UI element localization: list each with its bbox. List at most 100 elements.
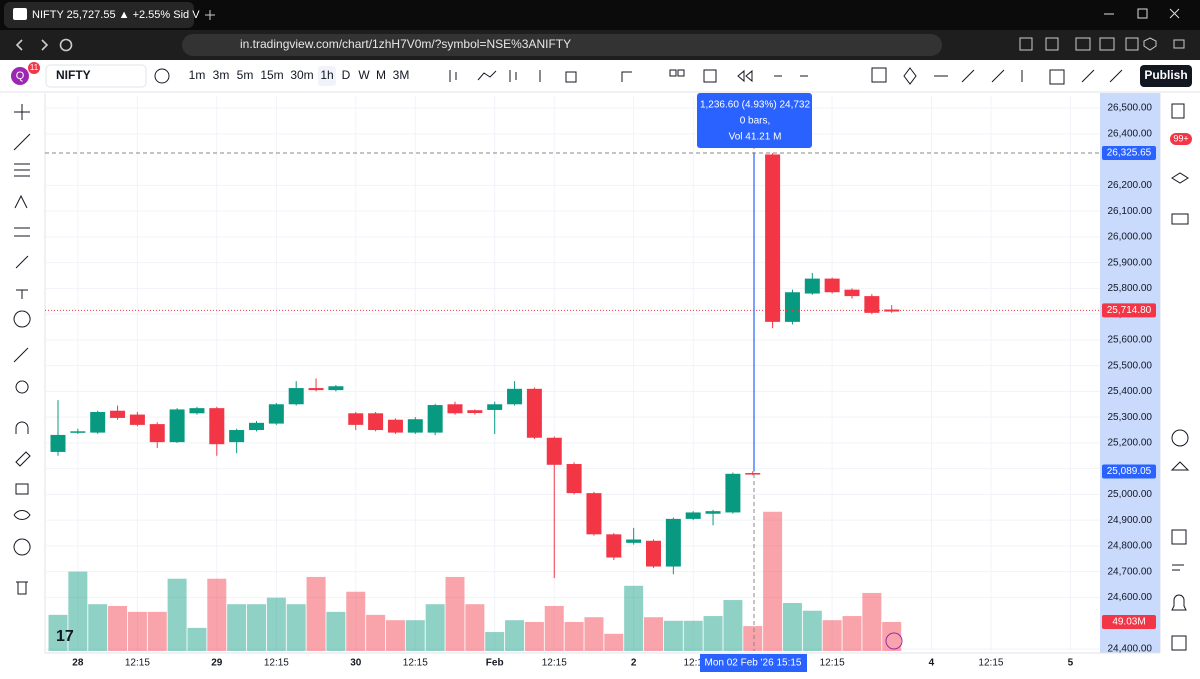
volume-bar (147, 611, 167, 651)
x-tick-label: 12:15 (125, 658, 150, 669)
volume-bar (862, 592, 882, 651)
tab-bar (0, 0, 1200, 30)
chart-toolbar (0, 60, 1200, 92)
url: in.tradingview.com/chart/1zhH7V0m/?symbo… (240, 37, 571, 51)
volume-bar (842, 616, 862, 651)
candle-body (90, 412, 106, 433)
volume-bar (127, 611, 147, 651)
candle-body (844, 289, 860, 297)
price-tag-label: 25,714.80 (1107, 305, 1152, 316)
avatar[interactable] (11, 67, 29, 85)
candle-body (864, 296, 880, 313)
x-tick-label: 12:15 (403, 658, 428, 669)
y-tick-label: 24,800.00 (1108, 541, 1153, 552)
sidebar-badge-count: 99+ (1173, 133, 1188, 143)
candle-body (328, 386, 344, 391)
interval[interactable]: 3m (213, 68, 230, 82)
publish-button[interactable] (1140, 65, 1192, 87)
volume-bar (366, 614, 386, 651)
url-field[interactable] (182, 34, 942, 56)
interval[interactable]: 3M (393, 68, 410, 82)
y-tick-label: 25,000.00 (1108, 489, 1153, 500)
symbol: NIFTY (56, 68, 91, 82)
interval[interactable]: M (376, 68, 386, 82)
candle-body (765, 154, 781, 322)
left-toolbar (0, 93, 45, 653)
reload[interactable] (59, 38, 73, 52)
tooltip-line: 1,236.60 (4.93%) 24,732 (700, 100, 811, 111)
candle-body (606, 534, 622, 558)
tab-icon (13, 8, 27, 20)
volume-bar (703, 616, 723, 651)
interval[interactable]: D (342, 68, 351, 82)
toolbar-icons[interactable] (449, 67, 1123, 85)
price-tag-label: 26,325.65 (1107, 148, 1152, 159)
volume-bar (743, 626, 763, 651)
candle-body (110, 410, 126, 418)
browser-icons[interactable] (1019, 37, 1185, 51)
candle-body (50, 434, 66, 452)
alert-icon[interactable] (885, 632, 903, 650)
drawing-tools[interactable] (13, 104, 31, 595)
volume-bar (48, 614, 68, 651)
candle-body (725, 473, 741, 513)
price-axis (1100, 93, 1160, 653)
y-tick-label: 24,400.00 (1108, 644, 1153, 655)
volume-bar (326, 611, 346, 651)
candle-body (824, 278, 840, 293)
x-tick-label: 28 (72, 658, 84, 669)
candle-body (507, 388, 523, 405)
volume-bar (286, 604, 306, 651)
new-tab[interactable] (205, 10, 215, 20)
y-tick-label: 25,500.00 (1108, 360, 1153, 371)
y-tick-label: 25,300.00 (1108, 412, 1153, 423)
interval[interactable]: 1m (189, 68, 206, 82)
volume-bar (505, 620, 525, 651)
price-tag (1102, 464, 1156, 479)
interval[interactable]: 1h (320, 68, 333, 82)
x-tick-label: 12:15 (978, 658, 1003, 669)
tab[interactable] (4, 2, 194, 28)
window-controls[interactable] (1104, 8, 1180, 19)
logo: 17 (56, 628, 74, 645)
candle-body (229, 430, 245, 443)
candle-body (149, 424, 165, 443)
y-tick-label: 25,600.00 (1108, 335, 1153, 346)
interval[interactable]: 5m (237, 68, 254, 82)
volume-bar (207, 578, 227, 651)
volume-bar (465, 604, 485, 651)
interval[interactable]: 15m (260, 68, 283, 82)
volume-bar (564, 621, 584, 651)
candle-body (804, 278, 820, 294)
candle-body (685, 512, 701, 519)
candle-body (705, 511, 721, 514)
y-tick-label: 26,500.00 (1108, 103, 1153, 114)
price-tag-label: 25,089.05 (1107, 466, 1152, 477)
volume-bar (247, 604, 266, 651)
badge (28, 62, 40, 74)
interval[interactable]: W (358, 68, 370, 82)
volume-bar (167, 578, 187, 651)
volume-bar (385, 620, 405, 651)
y-tick-label: 26,400.00 (1108, 128, 1153, 139)
symbol-field[interactable] (45, 64, 147, 88)
volume-bar (485, 632, 505, 651)
compare[interactable] (154, 68, 170, 84)
y-tick-label: 25,900.00 (1108, 257, 1153, 268)
candle-body (288, 388, 304, 405)
x-tick-label: 30 (350, 658, 362, 669)
sidebar-icons[interactable] (1170, 103, 1190, 651)
candle-body (308, 388, 324, 391)
candle-body (467, 410, 483, 414)
sidebar-icon[interactable] (1171, 429, 1189, 447)
x-tick-label: 12:1 (683, 658, 703, 669)
volume-bar (802, 610, 822, 651)
volume-bar (405, 620, 425, 651)
nav-buttons[interactable] (15, 39, 49, 51)
candle-body (626, 539, 642, 543)
y-tick-label: 25,400.00 (1108, 386, 1153, 397)
volume-bar (227, 604, 247, 651)
interval[interactable]: 30m (290, 68, 313, 82)
